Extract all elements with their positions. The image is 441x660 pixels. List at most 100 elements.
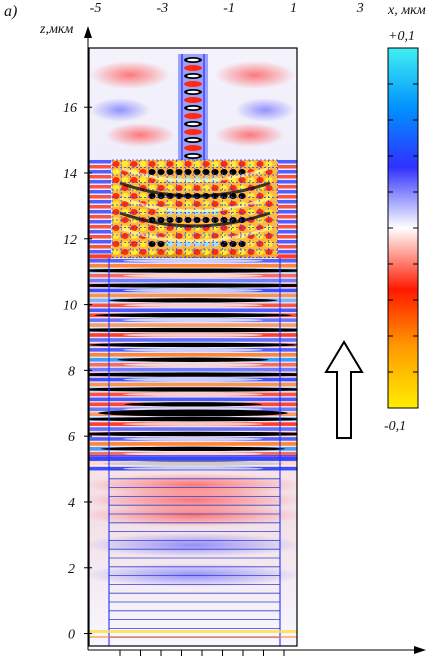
dark-core (124, 402, 262, 407)
interference-band (89, 427, 297, 431)
substrate-band (89, 636, 297, 638)
dark-core (117, 357, 269, 362)
interference-band (89, 323, 297, 327)
dark-core (89, 416, 297, 422)
lattice-cell (130, 209, 138, 215)
lattice-cell (229, 249, 237, 255)
lattice-cell (121, 249, 129, 255)
lattice-cell (166, 249, 174, 255)
lattice-cell (265, 185, 273, 191)
region-arc (119, 226, 271, 243)
side-band (89, 205, 111, 209)
dark-core (100, 446, 286, 452)
lattice-cell (211, 233, 219, 239)
y-tick-label: 14 (63, 167, 77, 182)
lattice-cell (157, 225, 165, 231)
waveguide-core (187, 154, 199, 158)
lattice-cell (157, 185, 165, 191)
lattice-cell (130, 225, 138, 231)
lattice-cell (130, 161, 138, 167)
lattice-cell (238, 209, 246, 215)
side-band (278, 210, 297, 214)
lattice-cell (193, 161, 201, 167)
bright-core (123, 377, 263, 382)
bright-core (123, 466, 263, 471)
lattice-cell (157, 201, 165, 207)
lattice-cell (148, 241, 156, 247)
side-band (278, 255, 297, 259)
lattice-cell (265, 201, 273, 207)
lattice-cell (157, 169, 165, 175)
interference-band (89, 293, 297, 298)
side-band (278, 245, 297, 249)
interference-band (89, 382, 297, 387)
side-band (89, 255, 111, 259)
waveguide-core (187, 74, 199, 78)
side-band (89, 175, 111, 179)
lattice-cell (121, 201, 129, 207)
lattice-cell (166, 225, 174, 231)
side-band (278, 185, 297, 189)
y-tick-label: 10 (63, 299, 77, 314)
y-tick-label: 12 (63, 233, 77, 248)
interference-band (89, 462, 297, 466)
waveguide-mode (184, 65, 202, 71)
field-lobe (90, 61, 170, 89)
lattice-cell (193, 185, 201, 191)
lattice-cell (265, 233, 273, 239)
side-band (89, 225, 111, 229)
lattice-cell (247, 249, 255, 255)
lattice-cell (157, 249, 165, 255)
side-band (278, 220, 297, 224)
dark-core (89, 283, 297, 288)
bright-core (123, 333, 263, 337)
lattice-cell (175, 201, 183, 207)
bright-core (123, 422, 263, 426)
field-lobe (215, 61, 295, 89)
x-tick-label: -1 (223, 1, 235, 16)
lattice-cell (247, 177, 255, 183)
lattice-cell (130, 193, 138, 199)
interference-band (89, 455, 297, 461)
lattice-cell (157, 161, 165, 167)
lattice-cell (148, 193, 156, 199)
y-tick-label: 8 (68, 364, 75, 379)
lattice-cell (265, 177, 273, 183)
bright-core (123, 318, 263, 322)
lattice-cell (175, 169, 183, 175)
lattice-cell (184, 233, 192, 239)
lattice-cell (112, 177, 120, 183)
dark-core (89, 387, 297, 392)
side-band (278, 215, 297, 219)
bright-core (123, 348, 263, 352)
lattice-cell (211, 241, 219, 247)
lattice-cell (112, 169, 120, 175)
colorbar-min-label: -0,1 (384, 419, 406, 434)
side-band (89, 190, 111, 194)
lattice-cell (139, 193, 147, 199)
lattice-cell (238, 225, 246, 231)
side-band (89, 170, 111, 174)
dark-core (98, 409, 288, 417)
lattice-cell (139, 241, 147, 247)
lattice-cell (193, 201, 201, 207)
lattice-cell (175, 249, 183, 255)
lattice-cell (220, 241, 228, 247)
substrate-band (89, 630, 297, 633)
side-band (278, 205, 297, 209)
y-tick-label: 4 (68, 496, 75, 511)
lattice-cell (148, 169, 156, 175)
lattice-cell (166, 233, 174, 239)
panel-label: a) (4, 3, 17, 20)
interference-band (89, 442, 297, 446)
side-band (89, 240, 111, 244)
lattice-cell (121, 241, 129, 247)
lattice-cell (175, 217, 183, 223)
waveguide-core (187, 122, 199, 126)
region-arc (119, 211, 271, 228)
side-band (89, 210, 111, 214)
region-arc (119, 181, 271, 198)
side-band (89, 230, 111, 234)
dark-core (108, 298, 278, 303)
bright-core (123, 452, 263, 456)
